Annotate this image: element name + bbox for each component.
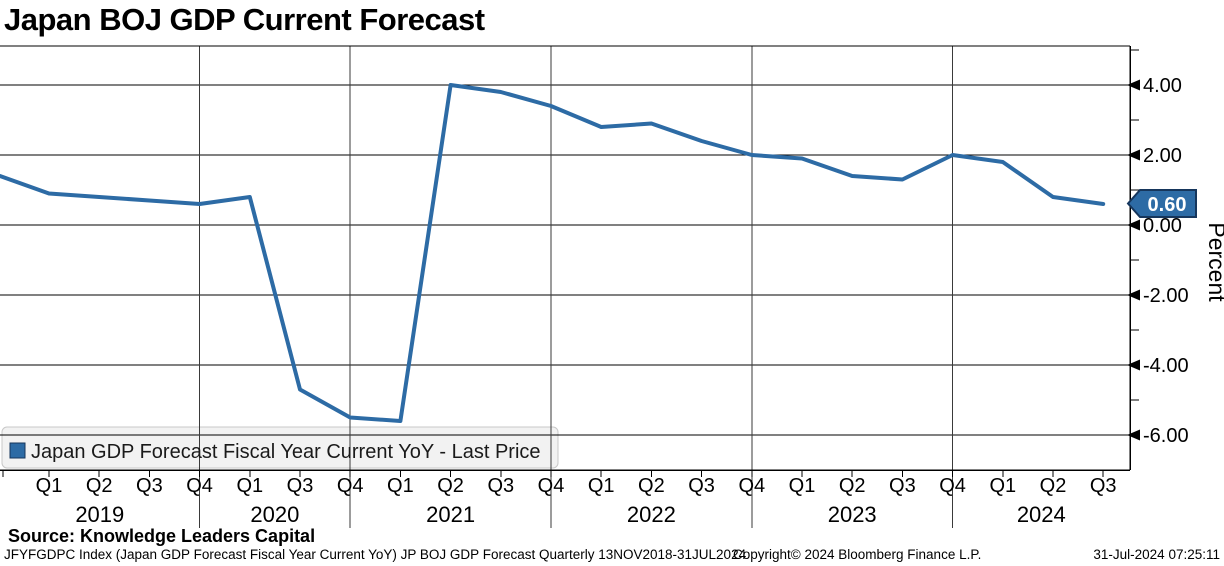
y-axis-tick-label: 0.00 [1143,215,1182,237]
gridlines-layer [0,46,1130,528]
footer-copyright: Copyright© 2024 Bloomberg Finance L.P. [733,547,982,562]
x-axis-quarter-label: Q1 [789,475,816,497]
x-axis-quarter-label: Q3 [487,475,514,497]
x-axis-quarter-label: Q2 [638,475,665,497]
x-axis-quarter-label: Q2 [839,475,866,497]
x-axis-quarter-label: Q3 [688,475,715,497]
source-line: Source: Knowledge Leaders Capital [8,526,316,546]
x-axis-quarter-label: Q4 [186,475,213,497]
gdp-forecast-line[interactable] [0,83,1106,423]
x-axis-quarter-label: Q1 [989,475,1016,497]
x-axis-quarter-label: Q2 [1040,475,1067,497]
x-axis-quarter-label: Q2 [437,475,464,497]
x-axis-quarter-label: Q1 [236,475,263,497]
y-axis-tick-label: 4.00 [1143,75,1182,97]
x-axis-quarter-label: Q2 [86,475,113,497]
y-axis-major-tick-arrow-icon [1127,429,1140,441]
x-axis-quarter-label: Q4 [538,475,565,497]
y-axis-major-tick-arrow-icon [1127,149,1140,161]
x-axis-year-label: 2020 [250,502,299,527]
last-price-badge[interactable]: 0.60 [1126,189,1197,218]
y-axis-major-tick-arrow-icon [1127,79,1140,91]
y-axis-tick-label: -6.00 [1143,425,1189,447]
x-axis-quarter-label: Q3 [287,475,314,497]
y-axis-major-tick-arrow-icon [1127,359,1140,371]
footer-timestamp: 31-Jul-2024 07:25:11 [1093,547,1220,562]
y-axis-tick-label: -2.00 [1143,285,1189,307]
x-axis-quarter-label: Q4 [738,475,765,497]
x-axis-quarter-label: Q3 [889,475,916,497]
x-axis-year-label: 2019 [75,502,124,527]
last-price-badge-arrow [1126,189,1197,218]
y-axis-tick-label: 2.00 [1143,145,1182,167]
x-axis-year-label: 2024 [1017,502,1066,527]
y-axis-tick-label: -4.00 [1143,355,1189,377]
x-axis-quarter-label: Q1 [36,475,63,497]
x-axis-quarter-label: Q1 [588,475,615,497]
y-axis-title: Percent [1204,222,1224,302]
y-axis-major-tick-arrow-icon [1127,289,1140,301]
x-axis-year-label: 2022 [627,502,676,527]
axes-layer: 4.00 2.00 0.00 -2.00 -4.00 -6.00 Q1 Q2 Q3 Q4 Q1 Q3 Q… [0,45,1189,527]
x-axis-quarter-label: Q4 [939,475,966,497]
y-axis-major-tick-arrow-icon [1127,219,1140,231]
last-price-badge-value: 0.60 [1148,194,1187,216]
x-axis-quarter-label: Q4 [337,475,364,497]
x-axis-quarter-label: Q3 [136,475,163,497]
footer-ticker-description: JFYFGDPC Index (Japan GDP Forecast Fisca… [4,547,747,562]
legend-series-swatch-icon [9,442,26,459]
x-axis-year-label: 2023 [828,502,877,527]
series-layer [0,83,1106,423]
legend-series-label: Japan GDP Forecast Fiscal Year Current Y… [31,441,541,463]
footer: JFYFGDPC Index (Japan GDP Forecast Fisca… [0,547,1224,566]
x-axis-quarter-label: Q3 [1090,475,1117,497]
legend-box [1,426,559,469]
x-axis-year-label: 2021 [426,502,475,527]
x-axis-quarter-label: Q1 [387,475,414,497]
page-title: Japan BOJ GDP Current Forecast [4,2,485,37]
